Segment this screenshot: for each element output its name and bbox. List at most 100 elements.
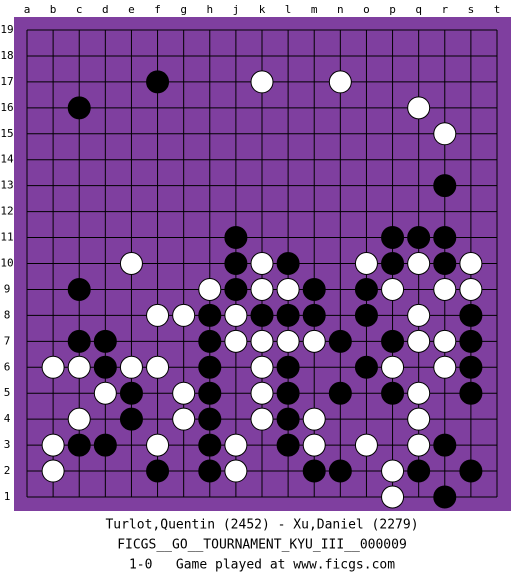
white-stone bbox=[224, 329, 248, 353]
row-label: 18 bbox=[0, 49, 13, 62]
black-stone bbox=[198, 355, 222, 379]
black-stone bbox=[302, 303, 326, 327]
white-stone bbox=[172, 303, 196, 327]
row-label: 8 bbox=[4, 308, 11, 321]
white-stone bbox=[93, 381, 117, 405]
row-label: 1 bbox=[4, 490, 11, 503]
row-label: 10 bbox=[0, 257, 13, 270]
white-stone bbox=[302, 433, 326, 457]
white-stone bbox=[407, 381, 431, 405]
row-label: 13 bbox=[0, 179, 13, 192]
white-stone bbox=[381, 485, 405, 509]
black-stone bbox=[459, 355, 483, 379]
black-stone bbox=[433, 174, 457, 198]
black-stone bbox=[354, 303, 378, 327]
white-stone bbox=[433, 122, 457, 146]
black-stone bbox=[119, 381, 143, 405]
white-stone bbox=[276, 277, 300, 301]
white-stone bbox=[172, 381, 196, 405]
white-stone bbox=[276, 329, 300, 353]
column-label: l bbox=[285, 3, 292, 16]
white-stone bbox=[41, 433, 65, 457]
row-label: 6 bbox=[4, 360, 11, 373]
column-label: h bbox=[206, 3, 213, 16]
black-stone bbox=[354, 355, 378, 379]
white-stone bbox=[459, 277, 483, 301]
column-label: s bbox=[468, 3, 475, 16]
white-stone bbox=[119, 355, 143, 379]
white-stone bbox=[407, 407, 431, 431]
white-stone bbox=[354, 252, 378, 275]
black-stone bbox=[328, 329, 352, 353]
event: FICGS__GO__TOURNAMENT_KYU_III__000009 bbox=[117, 538, 407, 553]
white-stone bbox=[407, 96, 431, 120]
white-stone bbox=[224, 433, 248, 457]
row-label: 3 bbox=[4, 438, 11, 451]
row-label: 7 bbox=[4, 334, 11, 347]
white-stone bbox=[302, 407, 326, 431]
black-stone bbox=[67, 433, 91, 457]
black-stone bbox=[146, 70, 170, 94]
row-label: 9 bbox=[4, 282, 11, 295]
black-stone bbox=[276, 252, 300, 275]
black-stone bbox=[250, 303, 274, 327]
black-stone bbox=[381, 226, 405, 250]
white-stone bbox=[407, 433, 431, 457]
column-label: n bbox=[337, 3, 344, 16]
white-stone bbox=[250, 252, 274, 275]
white-stone bbox=[224, 459, 248, 483]
column-label: t bbox=[494, 3, 501, 16]
white-stone bbox=[381, 459, 405, 483]
white-stone bbox=[250, 277, 274, 301]
black-stone bbox=[276, 355, 300, 379]
row-label: 17 bbox=[0, 75, 13, 88]
white-stone bbox=[407, 303, 431, 327]
row-label: 12 bbox=[0, 205, 13, 218]
column-label: q bbox=[415, 3, 422, 16]
black-stone bbox=[433, 226, 457, 250]
black-stone bbox=[433, 433, 457, 457]
black-stone bbox=[67, 329, 91, 353]
white-stone bbox=[198, 277, 222, 301]
black-stone bbox=[302, 459, 326, 483]
column-label: d bbox=[102, 3, 109, 16]
row-label: 15 bbox=[0, 127, 13, 140]
black-stone bbox=[224, 226, 248, 250]
column-label: r bbox=[441, 3, 448, 16]
column-label: b bbox=[50, 3, 57, 16]
black-stone bbox=[381, 381, 405, 405]
black-stone bbox=[276, 407, 300, 431]
white-stone bbox=[172, 407, 196, 431]
black-stone bbox=[328, 459, 352, 483]
black-stone bbox=[93, 355, 117, 379]
white-stone bbox=[381, 355, 405, 379]
row-label: 5 bbox=[4, 386, 11, 399]
black-stone bbox=[381, 329, 405, 353]
black-stone bbox=[302, 277, 326, 301]
white-stone bbox=[433, 277, 457, 301]
row-label: 16 bbox=[0, 101, 13, 114]
black-stone bbox=[381, 252, 405, 275]
white-stone bbox=[407, 329, 431, 353]
column-label: o bbox=[363, 3, 370, 16]
white-stone bbox=[459, 252, 483, 275]
black-stone bbox=[459, 303, 483, 327]
black-stone bbox=[198, 433, 222, 457]
black-stone bbox=[276, 433, 300, 457]
black-stone bbox=[198, 329, 222, 353]
column-label: k bbox=[259, 3, 266, 16]
result: 1-0 Game played at www.ficgs.com bbox=[129, 558, 395, 573]
black-stone bbox=[459, 459, 483, 483]
black-stone bbox=[119, 407, 143, 431]
black-stone bbox=[354, 277, 378, 301]
row-label: 11 bbox=[0, 231, 13, 244]
row-label: 4 bbox=[4, 412, 11, 425]
column-label: g bbox=[180, 3, 187, 16]
black-stone bbox=[276, 303, 300, 327]
white-stone bbox=[250, 329, 274, 353]
column-label: m bbox=[311, 3, 318, 16]
black-stone bbox=[276, 381, 300, 405]
players: Turlot,Quentin (2452) - Xu,Daniel (2279) bbox=[105, 518, 418, 533]
white-stone bbox=[146, 303, 170, 327]
